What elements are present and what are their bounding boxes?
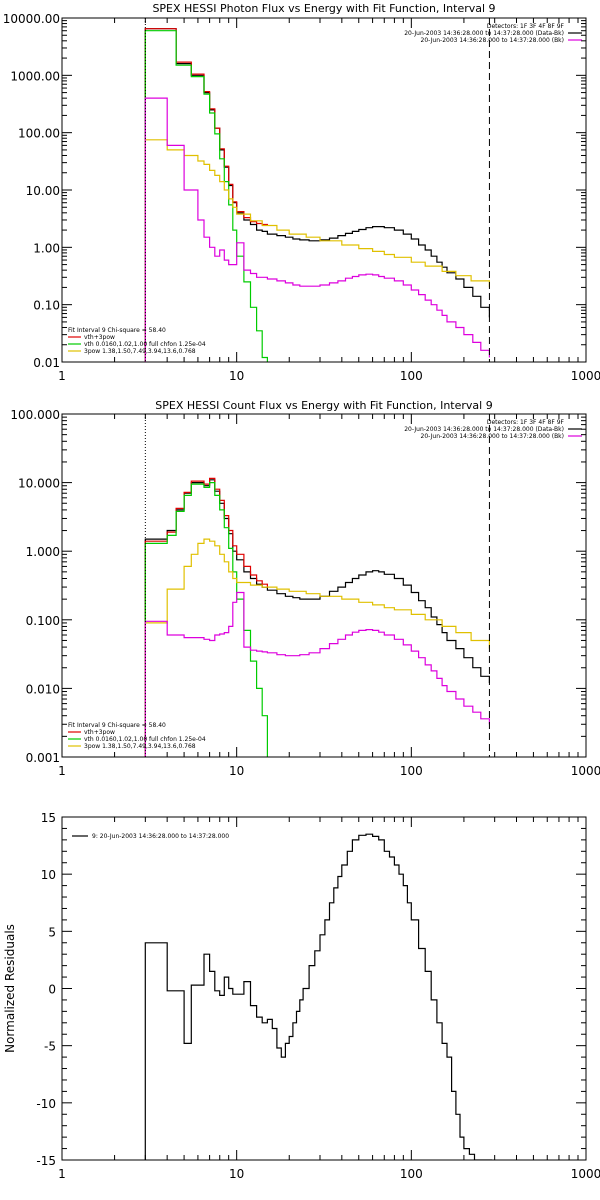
y-tick-label: 1.000 xyxy=(26,545,60,559)
y-tick-label: 10000.00 xyxy=(3,12,60,26)
series-line-4 xyxy=(144,591,490,757)
series-line-4 xyxy=(144,97,490,362)
series-line-0 xyxy=(144,28,490,362)
legend-bottom-entry: Fit Interval 9 Chi-square = 58.40 xyxy=(68,722,166,729)
x-tick-label: 10 xyxy=(229,764,244,778)
legend-bottom-entry: vth 0.0160,1.02,1.00 full chfon 1.25e-04 xyxy=(84,341,206,348)
legend-top-entry: 20-Jun-2003 14:36:28.000 to 14:37:28.000… xyxy=(421,37,564,44)
y-tick-label: -10 xyxy=(36,1097,56,1111)
y-tick-label: 10.00 xyxy=(26,184,60,198)
y-tick-label: 0.010 xyxy=(26,682,60,696)
legend-top-entry: Detectors: 1F 3F 4F 8F 9F xyxy=(487,23,565,30)
plot-frame xyxy=(61,413,587,758)
y-tick-label: -5 xyxy=(44,1040,56,1054)
series-line-0 xyxy=(144,479,490,757)
legend-bottom-entry: 3pow 1.38,1.50,7.49,3.94,13.6,0.768 xyxy=(84,743,196,750)
legend-top-entry: 20-Jun-2003 14:36:28.000 to 14:37:28.000… xyxy=(404,30,564,37)
x-tick-label: 1 xyxy=(58,764,66,778)
y-tick-label: 10.000 xyxy=(18,477,60,491)
plot-frame xyxy=(61,17,587,363)
series-line-1 xyxy=(144,28,268,362)
y-tick-label: 0.001 xyxy=(26,751,60,765)
x-tick-label: 10 xyxy=(229,369,244,383)
chart-title: SPEX HESSI Count Flux vs Energy with Fit… xyxy=(155,399,492,412)
residuals-panel: 1 10 100 1000 -15 -10 -5 0 5 10 15 9: 20-Jun-2003 1… xyxy=(3,811,600,1181)
legend-top-entry: 20-Jun-2003 14:36:28.000 to 14:37:28.000… xyxy=(404,426,564,433)
x-tick-label: 1000 xyxy=(571,369,600,383)
y-tick-label: 0.10 xyxy=(33,299,60,313)
y-tick-label: 1000.00 xyxy=(10,69,60,83)
series-line-1 xyxy=(144,477,268,757)
y-tick-label: 5 xyxy=(48,925,56,939)
y-axis-label: Normalized Residuals xyxy=(3,924,17,1053)
series-line-3 xyxy=(144,538,490,757)
legend-top-entry: 20-Jun-2003 14:36:28.000 to 14:37:28.000… xyxy=(421,433,564,440)
x-tick-label: 10 xyxy=(229,1167,244,1181)
y-tick-label: 1.00 xyxy=(33,241,60,255)
legend-entry: 9: 20-Jun-2003 14:36:28.000 to 14:37:28.… xyxy=(92,833,229,840)
x-tick-label: 100 xyxy=(400,1167,423,1181)
legend-bottom-entry: vth+3pow xyxy=(84,729,115,736)
plot-frame xyxy=(61,816,587,1161)
x-tick-label: 100 xyxy=(400,369,423,383)
y-tick-label: 0.01 xyxy=(33,356,60,370)
legend-bottom-entry: Fit Interval 9 Chi-square = 58.40 xyxy=(68,327,166,334)
legend-bottom-entry: 3pow 1.38,1.50,7.49,3.94,13.6,0.768 xyxy=(84,348,196,355)
photon-flux-panel: SPEX HESSI Photon Flux vs Energy with Fi… xyxy=(3,2,600,383)
y-tick-label: -15 xyxy=(36,1154,56,1168)
y-tick-label: 0 xyxy=(48,983,56,997)
y-tick-label: 0.100 xyxy=(26,614,60,628)
legend-bottom-entry: vth+3pow xyxy=(84,334,115,341)
legend-bottom-entry: vth 0.0160,1.02,1.00 full chfon 1.25e-04 xyxy=(84,736,206,743)
chart-title: SPEX HESSI Photon Flux vs Energy with Fi… xyxy=(152,2,495,15)
x-tick-label: 1 xyxy=(58,1167,66,1181)
y-tick-label: 100.00 xyxy=(18,127,60,141)
x-tick-label: 1000 xyxy=(571,764,600,778)
y-tick-label: 100.000 xyxy=(10,408,60,422)
y-tick-label: 10 xyxy=(41,868,56,882)
count-flux-panel: SPEX HESSI Count Flux vs Energy with Fit… xyxy=(10,399,600,778)
x-tick-label: 1000 xyxy=(571,1167,600,1181)
x-tick-label: 100 xyxy=(400,764,423,778)
series-line-2 xyxy=(144,30,268,362)
series-line-3 xyxy=(144,139,490,362)
x-tick-label: 1 xyxy=(58,369,66,383)
y-tick-label: 15 xyxy=(41,811,56,825)
series-line-0 xyxy=(144,833,493,1160)
series-line-2 xyxy=(144,482,268,757)
legend-top-entry: Detectors: 1F 3F 4F 8F 9F xyxy=(487,419,565,426)
